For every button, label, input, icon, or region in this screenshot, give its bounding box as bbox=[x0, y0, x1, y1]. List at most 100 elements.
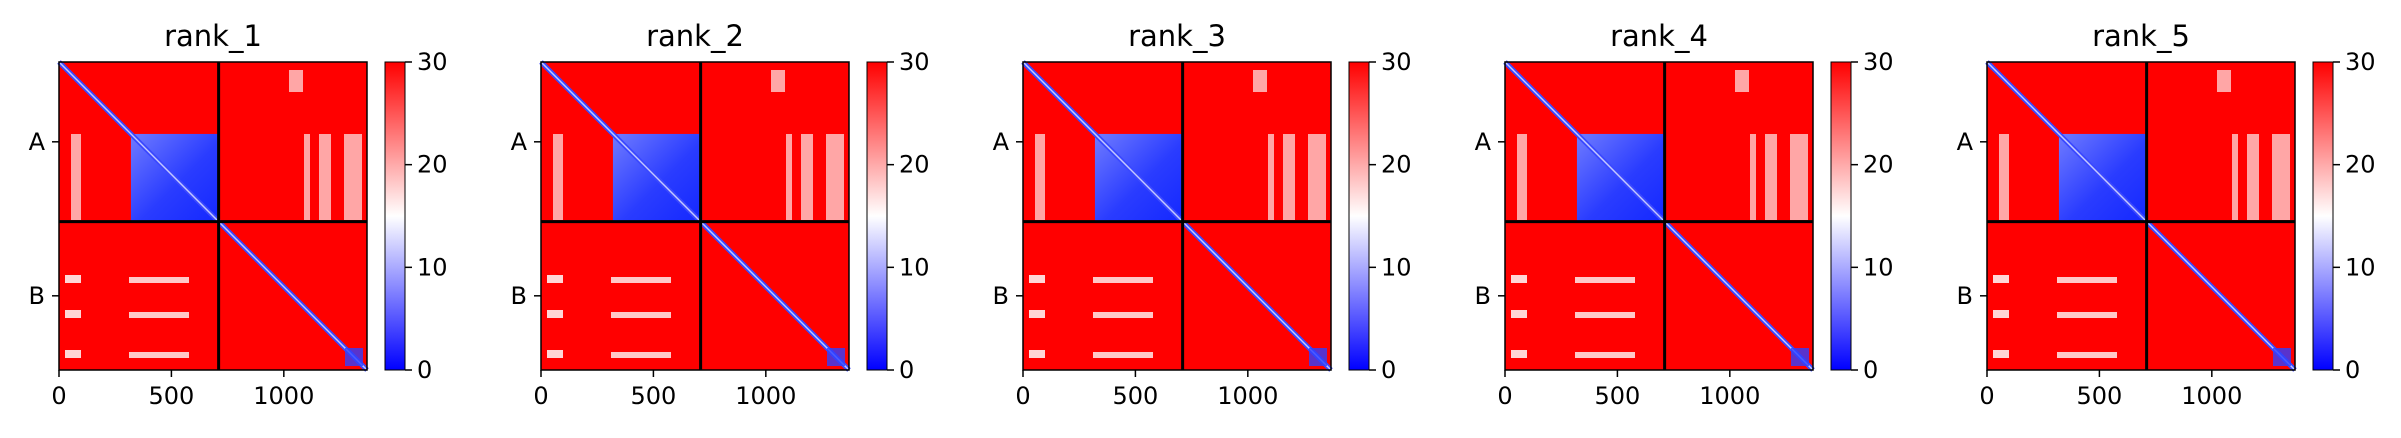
heatmap-row-band bbox=[547, 310, 563, 318]
heatmap-stripe bbox=[2272, 134, 2290, 220]
colorbar-tick-label: 10 bbox=[1381, 253, 1412, 281]
x-tick-label: 0 bbox=[1497, 382, 1512, 410]
colorbar-tick-label: 20 bbox=[1863, 151, 1894, 179]
panel-frame bbox=[1504, 61, 1814, 371]
panel-frame bbox=[1986, 61, 2296, 371]
heatmap-row-band bbox=[611, 312, 671, 318]
colorbar-tick-label: 20 bbox=[2345, 151, 2376, 179]
chain-label: B bbox=[1475, 282, 1491, 310]
heatmap-stripe bbox=[786, 134, 792, 220]
colorbar-tick-label: 0 bbox=[899, 356, 914, 384]
panel-frame bbox=[540, 61, 850, 371]
colorbar-tick-label: 10 bbox=[899, 253, 930, 281]
panel-frame bbox=[1022, 61, 1332, 371]
chain-label: B bbox=[993, 282, 1009, 310]
heatmap-cluster bbox=[345, 348, 363, 366]
heatmap-stripe bbox=[1735, 70, 1749, 92]
pae-panel-3: rank_3 0 500 1000 A B 0 10 20 30 bbox=[993, 19, 1412, 410]
heatmap-stripe bbox=[304, 134, 310, 220]
heatmap-stripe bbox=[1253, 70, 1267, 92]
panel-frame bbox=[58, 61, 368, 371]
heatmap-stripe bbox=[289, 70, 303, 92]
colorbar-tick-label: 0 bbox=[1381, 356, 1396, 384]
x-tick-label: 500 bbox=[1113, 382, 1159, 410]
heatmap-stripe bbox=[344, 134, 362, 220]
heatmap-row-band bbox=[2057, 312, 2117, 318]
chain-label: A bbox=[29, 128, 46, 156]
x-tick-label: 500 bbox=[149, 382, 195, 410]
heatmap-cluster bbox=[2273, 348, 2291, 366]
heatmap-row-band bbox=[547, 275, 563, 283]
heatmap-diagonal-core bbox=[1986, 61, 2296, 371]
heatmap-stripe bbox=[826, 134, 844, 220]
heatmap-stripe bbox=[553, 134, 563, 220]
heatmap-row-band bbox=[129, 352, 189, 358]
pae-panel-1: rank_1 0 500 1000 A B 0 10 20 30 bbox=[29, 19, 448, 410]
x-tick-label: 0 bbox=[51, 382, 66, 410]
heatmap-row-band bbox=[1993, 350, 2009, 358]
colorbar-tick-label: 10 bbox=[2345, 253, 2376, 281]
colorbar-tick-label: 20 bbox=[899, 151, 930, 179]
heatmap-row-band bbox=[611, 352, 671, 358]
heatmap-row-band bbox=[2057, 352, 2117, 358]
colorbar-tick-label: 30 bbox=[2345, 48, 2376, 76]
colorbar-tick-label: 30 bbox=[1863, 48, 1894, 76]
heatmap-row-band bbox=[1093, 277, 1153, 283]
heatmap-diagonal-core bbox=[58, 61, 368, 371]
heatmap-stripe bbox=[801, 134, 813, 220]
panel-title: rank_4 bbox=[1610, 19, 1708, 53]
x-tick-label: 1000 bbox=[253, 382, 314, 410]
panel-title: rank_5 bbox=[2092, 19, 2190, 53]
heatmap-row-band bbox=[65, 310, 81, 318]
heatmap-stripe bbox=[1999, 134, 2009, 220]
panel-title: rank_1 bbox=[164, 19, 262, 53]
pae-panel-5: rank_5 0 500 1000 A B 0 10 20 30 bbox=[1957, 19, 2376, 410]
heatmap-stripe bbox=[2232, 134, 2238, 220]
heatmap-stripe bbox=[771, 70, 785, 92]
colorbar-tick-label: 30 bbox=[417, 48, 448, 76]
heatmap-cluster bbox=[1791, 348, 1809, 366]
x-tick-label: 0 bbox=[1015, 382, 1030, 410]
pae-panel-2: rank_2 0 500 1000 A B 0 10 20 30 bbox=[511, 19, 930, 410]
heatmap-cluster bbox=[827, 348, 845, 366]
heatmap-cluster bbox=[1309, 348, 1327, 366]
colorbar bbox=[866, 61, 888, 371]
colorbar bbox=[1830, 61, 1852, 371]
heatmap-row-band bbox=[1575, 352, 1635, 358]
heatmap-row-band bbox=[1575, 312, 1635, 318]
heatmap-stripe bbox=[1308, 134, 1326, 220]
heatmap-row-band bbox=[1575, 277, 1635, 283]
heatmap-row-band bbox=[611, 277, 671, 283]
heatmap-stripe bbox=[1750, 134, 1756, 220]
chain-label: B bbox=[511, 282, 527, 310]
chain-label: A bbox=[1475, 128, 1492, 156]
colorbar-tick-label: 0 bbox=[417, 356, 432, 384]
heatmap-row-band bbox=[129, 277, 189, 283]
colorbar-tick-label: 20 bbox=[417, 151, 448, 179]
heatmap-row-band bbox=[1029, 275, 1045, 283]
heatmap-stripe bbox=[1283, 134, 1295, 220]
colorbar-tick-label: 10 bbox=[417, 253, 448, 281]
x-tick-label: 1000 bbox=[1217, 382, 1278, 410]
heatmap-row-band bbox=[1511, 350, 1527, 358]
chain-label: A bbox=[1957, 128, 1974, 156]
colorbar-tick-label: 30 bbox=[1381, 48, 1412, 76]
x-tick-label: 1000 bbox=[735, 382, 796, 410]
chain-label: A bbox=[993, 128, 1010, 156]
heatmap-row-band bbox=[1511, 310, 1527, 318]
heatmap-stripe bbox=[1517, 134, 1527, 220]
colorbar-tick-label: 10 bbox=[1863, 253, 1894, 281]
pae-panel-4: rank_4 0 500 1000 A B 0 10 20 30 bbox=[1475, 19, 1894, 410]
colorbar-tick-label: 0 bbox=[2345, 356, 2360, 384]
x-tick-label: 500 bbox=[631, 382, 677, 410]
heatmap-row-band bbox=[1993, 310, 2009, 318]
heatmap-row-band bbox=[2057, 277, 2117, 283]
heatmap-row-band bbox=[1993, 275, 2009, 283]
chain-label: B bbox=[29, 282, 45, 310]
heatmap-row-band bbox=[129, 312, 189, 318]
heatmap-stripe bbox=[319, 134, 331, 220]
heatmap-row-band bbox=[1093, 352, 1153, 358]
heatmap-stripe bbox=[1035, 134, 1045, 220]
x-tick-label: 0 bbox=[1979, 382, 1994, 410]
